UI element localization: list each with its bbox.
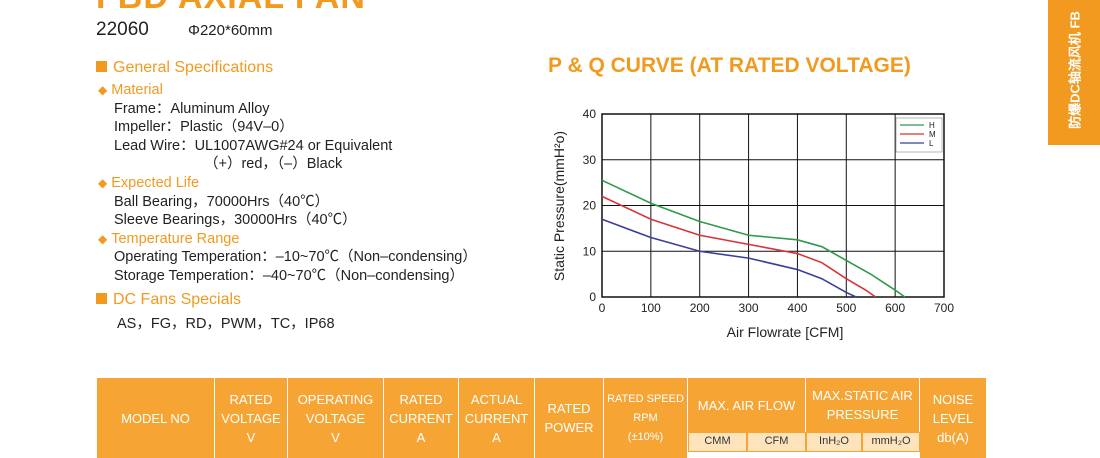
legend-label: L: [929, 139, 934, 148]
table-header: MODEL NO: [97, 378, 215, 458]
spec-line: Ball Bearing，70000Hrs（40℃）: [114, 193, 330, 210]
x-tick-label: 700: [934, 301, 954, 315]
spec-line: Sleeve Bearings，30000Hrs（40℃）: [114, 212, 357, 229]
heading-text: General Specifications: [113, 59, 274, 76]
diamond-icon: ◆: [98, 231, 108, 246]
header-line: V: [246, 429, 256, 445]
spec-line: Frame：Aluminum Alloy: [114, 100, 270, 117]
heading-text: DC Fans Specials: [113, 291, 242, 308]
section-heading: General Specifications: [96, 59, 273, 77]
specials-text: AS，FG，RD，PWM，TC，IP68: [117, 316, 335, 332]
legend-box: [895, 117, 943, 153]
table-header: RATED POWER: [535, 378, 604, 458]
header-line: POWER: [544, 420, 594, 435]
spec-line: Impeller：Plastic（94V–0）: [114, 119, 294, 136]
header-line: RATED: [229, 391, 273, 407]
x-tick-label: 400: [787, 301, 807, 315]
y-tick-label: 20: [583, 199, 597, 213]
diamond-icon: ◆: [98, 175, 108, 190]
group-title-text: Material: [111, 82, 163, 98]
side-tab: [1048, 0, 1100, 145]
group-title: ◆ Temperature Range: [98, 230, 477, 249]
chart-title: P & Q CURVE (AT RATED VOLTAGE): [548, 54, 911, 77]
legend-label: H: [929, 121, 935, 130]
table-header: NOISE LEVEL db(A): [920, 378, 987, 458]
x-tick-label: 500: [836, 301, 856, 315]
table-header: MAX.STATIC AIR PRESSURE: [806, 378, 920, 432]
group-title: ◆ Material: [98, 81, 477, 100]
table-subheader: InH₂O: [806, 432, 862, 452]
x-tick-label: 100: [641, 301, 661, 315]
x-tick-label: 200: [690, 301, 710, 315]
header-line: CURRENT: [464, 410, 529, 426]
header-line: OPERATING: [297, 391, 374, 407]
series-line: [601, 218, 857, 298]
header-line: MODEL NO: [121, 410, 190, 426]
fan-size: Φ220*60mm: [188, 22, 273, 39]
chart: Air Flowrate [CFM] Static Pressure(mmH²o…: [551, 107, 954, 340]
x-tick-label: 0: [599, 301, 606, 315]
y-tick-label: 40: [583, 107, 597, 121]
spec-groups: ◆ Material Frame：Aluminum Alloy Impeller：Pl…: [98, 81, 477, 286]
series-line: [601, 195, 877, 298]
header-line: RATED SPEED: [607, 392, 684, 405]
header-line: RATED: [547, 401, 591, 416]
y-axis-label: Static Pressure(mmH²o): [551, 131, 567, 281]
header-line: VOLTAGE: [305, 410, 366, 426]
header-line: A: [416, 429, 426, 445]
header-line: MAX. AIR FLOW: [697, 397, 796, 413]
table-header: OPERATING VOLTAGE V: [288, 378, 384, 458]
group-title: ◆ Expected Life: [98, 174, 477, 193]
table-header: RATED VOLTAGE V: [215, 378, 288, 458]
plot-frame: [601, 113, 945, 298]
page-title: FBD AXIAL FAN: [96, 0, 366, 17]
group-title-text: Temperature Range: [111, 230, 240, 247]
table-header: RATED CURRENT A: [384, 378, 459, 458]
header-line: (±10%): [627, 430, 664, 443]
model-number: 22060: [96, 19, 149, 40]
spec-line: Lead Wire：UL1007AWG#24 or Equivalent: [114, 137, 393, 154]
header-line: LEVEL: [932, 410, 974, 426]
x-tick-label: 300: [739, 301, 759, 315]
header-line: PRESSURE: [826, 407, 899, 422]
table-subheader: mmH₂O: [862, 432, 920, 452]
y-tick-label: 10: [583, 244, 597, 258]
spec-line: （+）red，（–）Black: [204, 156, 343, 173]
header-line: RATED: [399, 391, 443, 407]
series-line: [601, 179, 906, 298]
header-line: VOLTAGE: [221, 410, 281, 426]
legend-label: M: [929, 130, 936, 139]
x-axis-label: Air Flowrate [CFM]: [727, 324, 844, 340]
header-line: A: [492, 429, 501, 445]
section-heading: DC Fans Specials: [96, 291, 241, 309]
table-subheader: CMM: [688, 432, 747, 452]
header-line: ACTUAL: [470, 391, 523, 407]
spec-line: Storage Temperation：–40~70℃（Non–condensi…: [114, 267, 464, 284]
table-header: RATED SPEED RPM (±10%): [604, 378, 688, 458]
y-tick-label: 30: [583, 153, 597, 167]
spec-line: Operating Temperation：–10~70℃（Non–conden…: [114, 249, 477, 266]
header-line: db(A): [937, 429, 969, 445]
group-title-text: Expected Life: [111, 174, 200, 191]
header-line: MAX.STATIC AIR: [812, 388, 913, 403]
header-line: CURRENT: [389, 410, 453, 426]
header-line: V: [331, 429, 340, 445]
table-header: ACTUAL CURRENT A: [459, 378, 535, 458]
header-line: RPM: [633, 411, 658, 424]
y-tick-label: 0: [589, 290, 596, 304]
side-tab-label: 防爆DC轴流风机 FB: [1067, 11, 1083, 129]
x-tick-label: 600: [885, 301, 905, 315]
header-line: NOISE: [932, 391, 974, 407]
diamond-icon: ◆: [98, 83, 108, 97]
table-subheader: CFM: [747, 432, 806, 452]
table-header: MAX. AIR FLOW: [688, 378, 806, 432]
